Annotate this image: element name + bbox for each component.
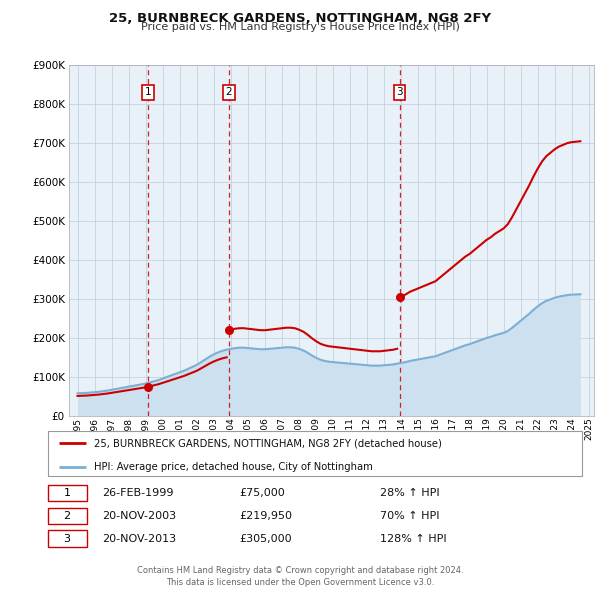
Text: £219,950: £219,950 [239, 511, 292, 521]
Text: 70% ↑ HPI: 70% ↑ HPI [380, 511, 439, 521]
Text: 2: 2 [64, 511, 71, 521]
Text: £75,000: £75,000 [239, 489, 285, 499]
FancyBboxPatch shape [48, 508, 86, 524]
Text: 20-NOV-2013: 20-NOV-2013 [101, 533, 176, 543]
Text: 20-NOV-2003: 20-NOV-2003 [101, 511, 176, 521]
Text: 25, BURNBRECK GARDENS, NOTTINGHAM, NG8 2FY: 25, BURNBRECK GARDENS, NOTTINGHAM, NG8 2… [109, 12, 491, 25]
Text: 28% ↑ HPI: 28% ↑ HPI [380, 489, 439, 499]
Text: £305,000: £305,000 [239, 533, 292, 543]
Text: Contains HM Land Registry data © Crown copyright and database right 2024.
This d: Contains HM Land Registry data © Crown c… [137, 566, 463, 587]
Text: 3: 3 [396, 87, 403, 97]
Text: 26-FEB-1999: 26-FEB-1999 [101, 489, 173, 499]
Text: Price paid vs. HM Land Registry's House Price Index (HPI): Price paid vs. HM Land Registry's House … [140, 22, 460, 32]
FancyBboxPatch shape [48, 485, 86, 502]
FancyBboxPatch shape [48, 530, 86, 547]
Text: 1: 1 [64, 489, 71, 499]
Text: 1: 1 [145, 87, 152, 97]
Text: HPI: Average price, detached house, City of Nottingham: HPI: Average price, detached house, City… [94, 462, 373, 472]
Text: 2: 2 [226, 87, 232, 97]
Text: 25, BURNBRECK GARDENS, NOTTINGHAM, NG8 2FY (detached house): 25, BURNBRECK GARDENS, NOTTINGHAM, NG8 2… [94, 438, 442, 448]
Text: 3: 3 [64, 533, 71, 543]
Text: 128% ↑ HPI: 128% ↑ HPI [380, 533, 446, 543]
FancyBboxPatch shape [48, 431, 582, 477]
